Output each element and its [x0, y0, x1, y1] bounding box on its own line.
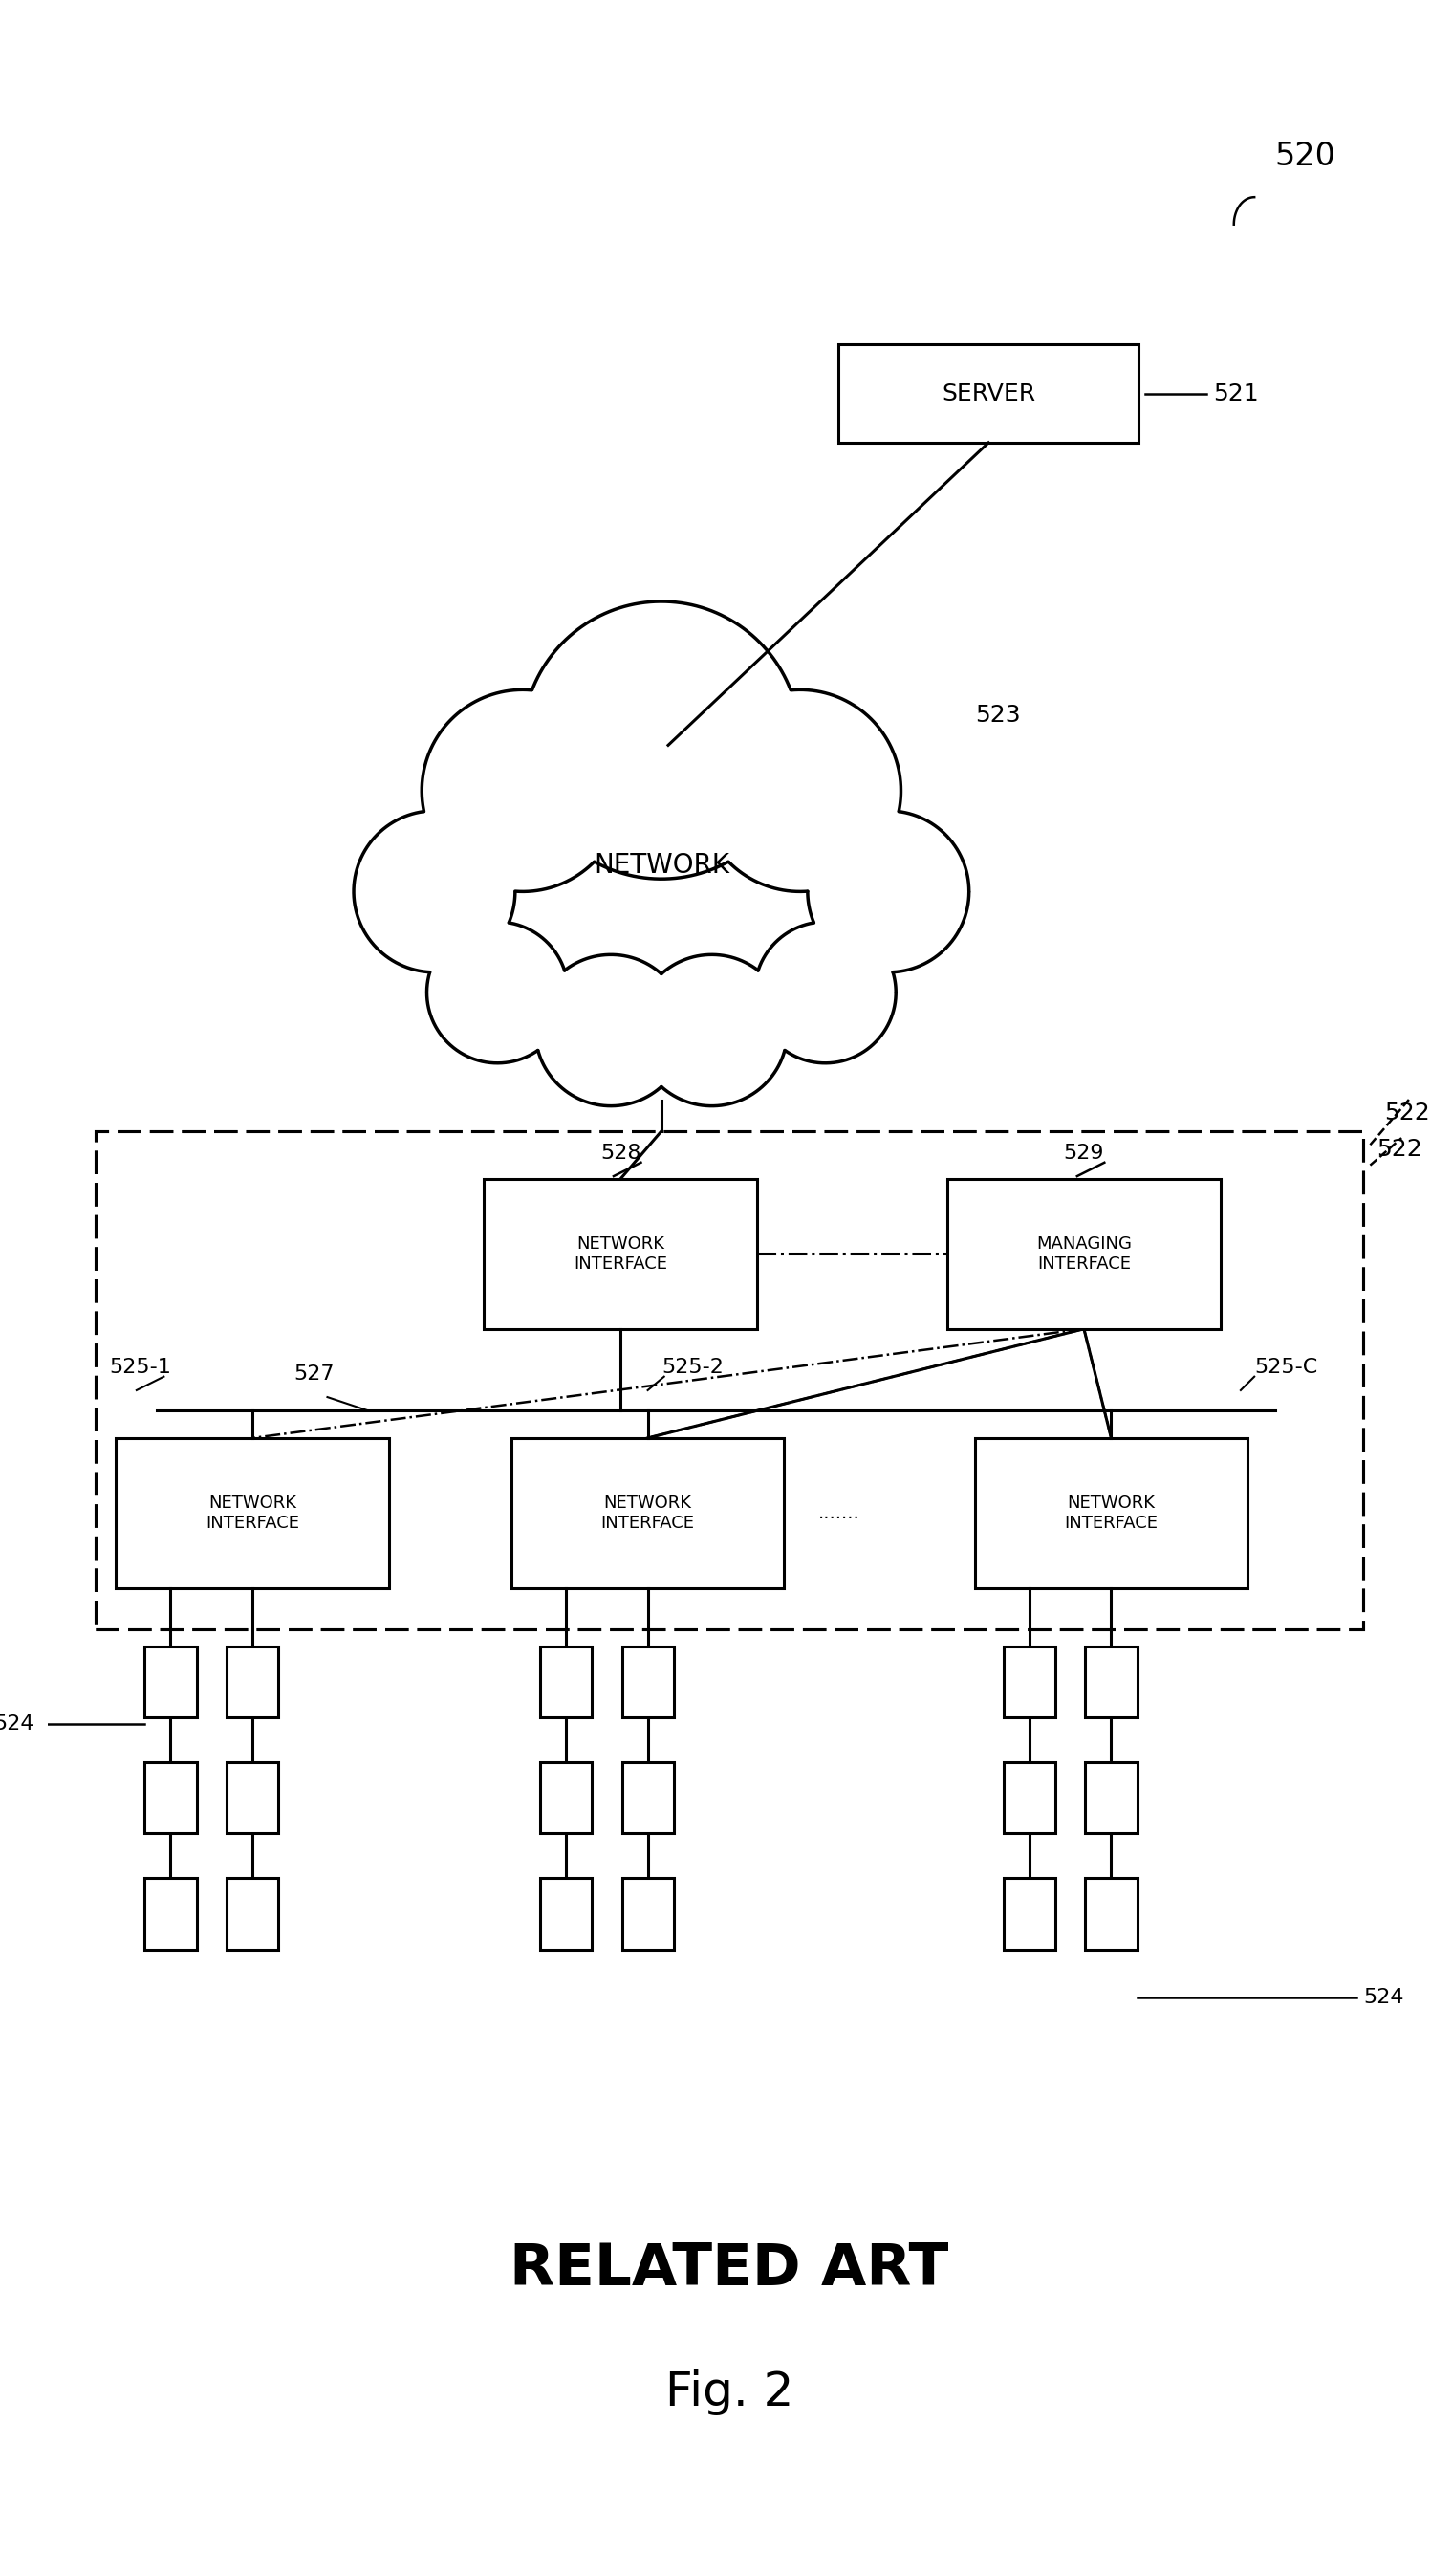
Text: NETWORK: NETWORK	[594, 853, 730, 878]
Text: 529: 529	[1063, 1144, 1105, 1162]
Circle shape	[426, 922, 568, 1064]
Text: MANAGING
INTERFACE: MANAGING INTERFACE	[1036, 1236, 1132, 1273]
Text: .......: .......	[819, 1504, 860, 1522]
Bar	[947, 1180, 1221, 1329]
Bar	[511, 1437, 784, 1587]
Bar	[539, 1646, 592, 1718]
Bar	[226, 1762, 278, 1834]
Text: 527: 527	[293, 1365, 333, 1383]
Bar	[539, 1762, 592, 1834]
Text: 525-1: 525-1	[109, 1358, 172, 1376]
Text: 520: 520	[1275, 142, 1335, 173]
Bar	[539, 1878, 592, 1950]
Bar	[1003, 1762, 1055, 1834]
Circle shape	[353, 811, 515, 971]
Bar	[1085, 1878, 1138, 1950]
Circle shape	[637, 956, 787, 1105]
Circle shape	[807, 811, 969, 971]
Text: NETWORK
INTERFACE: NETWORK INTERFACE	[574, 1236, 667, 1273]
Bar	[622, 1762, 674, 1834]
Bar	[96, 1131, 1364, 1628]
Text: 523: 523	[975, 703, 1020, 726]
Circle shape	[522, 600, 800, 878]
Text: RELATED ART: RELATED ART	[509, 2241, 949, 2298]
Text: 525-2: 525-2	[661, 1358, 724, 1376]
Bar	[1003, 1646, 1055, 1718]
Circle shape	[754, 922, 896, 1064]
Bar	[622, 1878, 674, 1950]
Bar	[96, 1131, 1364, 1628]
Text: 524: 524	[1364, 1989, 1404, 2007]
Text: 525-C: 525-C	[1255, 1358, 1318, 1376]
Bar	[975, 1437, 1248, 1587]
Circle shape	[700, 690, 902, 891]
Text: NETWORK
INTERFACE: NETWORK INTERFACE	[1065, 1494, 1158, 1533]
Text: NETWORK
INTERFACE: NETWORK INTERFACE	[206, 1494, 299, 1533]
Text: SERVER: SERVER	[942, 381, 1036, 404]
Text: NETWORK
INTERFACE: NETWORK INTERFACE	[601, 1494, 694, 1533]
Text: 528: 528	[600, 1144, 641, 1162]
Circle shape	[422, 690, 624, 891]
Bar	[1085, 1762, 1138, 1834]
Text: Fig. 2: Fig. 2	[665, 2370, 794, 2416]
Bar	[839, 345, 1139, 443]
Bar	[145, 1878, 196, 1950]
Bar	[226, 1646, 278, 1718]
Circle shape	[535, 956, 687, 1105]
Bar	[622, 1646, 674, 1718]
Bar	[484, 1180, 757, 1329]
Bar	[1085, 1646, 1138, 1718]
Bar	[145, 1646, 196, 1718]
Text: 522: 522	[1384, 1103, 1430, 1123]
Text: 521: 521	[1213, 381, 1259, 404]
Bar	[145, 1762, 196, 1834]
Text: 524: 524	[0, 1716, 34, 1734]
Bar	[226, 1878, 278, 1950]
Bar	[116, 1437, 389, 1587]
Bar	[1003, 1878, 1055, 1950]
Text: 522: 522	[1377, 1139, 1422, 1162]
